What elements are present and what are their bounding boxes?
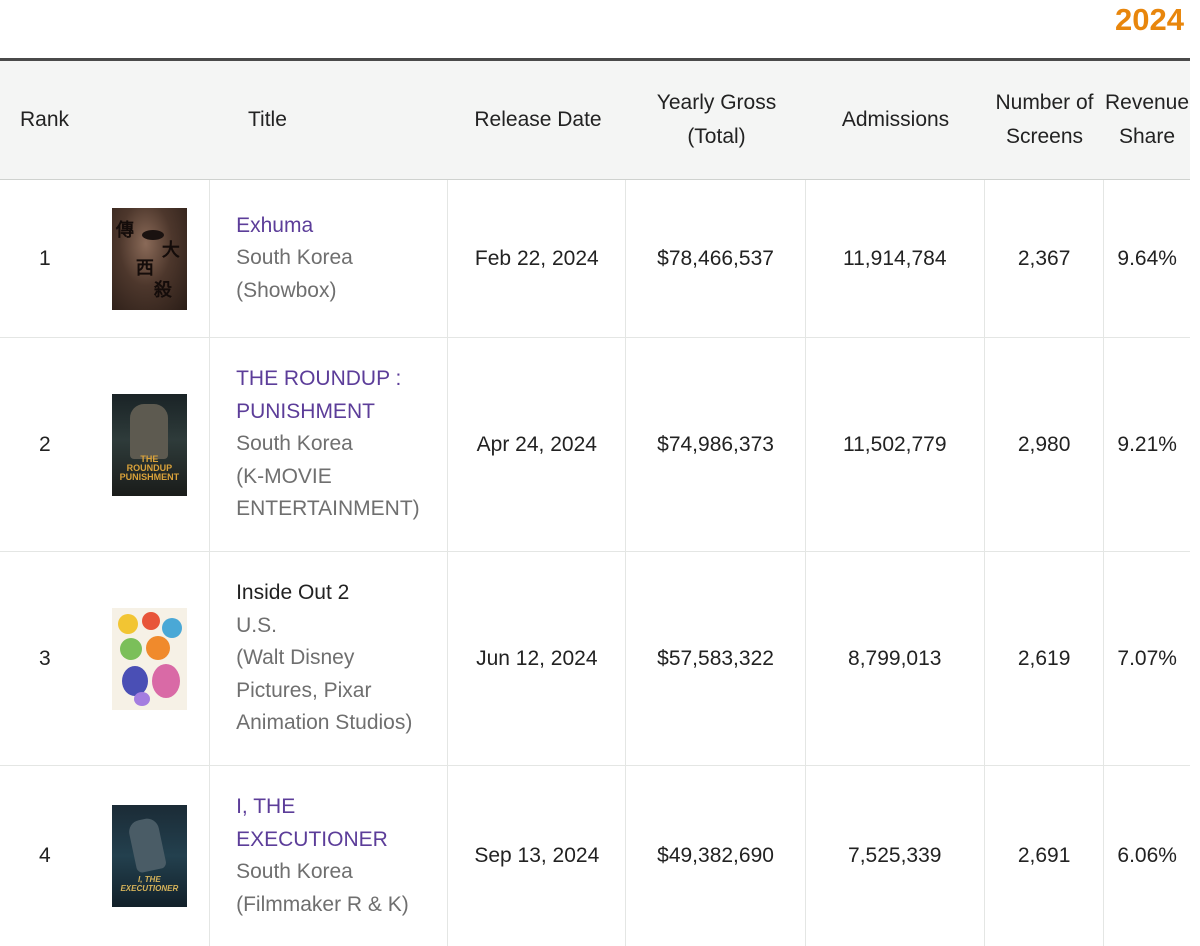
header-screens[interactable]: Number of Screens [995,91,1094,148]
movie-title[interactable]: Inside Out 2 [236,581,350,605]
poster-cell: I, THE EXECUTIONER [90,766,211,946]
title-cell: I, THE EXECUTIONER South Korea (Filmmake… [210,766,449,946]
figure-shape [129,403,168,459]
poster-the-roundup[interactable]: THE ROUNDUP PUNISHMENT [111,393,187,496]
gross-cell: $74,986,373 [626,338,806,551]
box-office-table: Rank Title Release Date Yearly Gross (To… [0,58,1190,946]
release-date-cell: Feb 22, 2024 [448,180,627,337]
table-row: 4 I, THE EXECUTIONER I, THE EXECUTIONER … [0,766,1190,946]
share-cell: 9.64% [1117,246,1177,270]
distributor-label: (Showbox) [236,278,337,302]
poster-glyph: 殺 [153,279,172,301]
rank-cell: 4 [38,844,51,867]
release-date-cell: Sep 13, 2024 [448,766,627,946]
poster-i-the-executioner[interactable]: I, THE EXECUTIONER [111,805,187,907]
country-label: U.S. [236,613,277,637]
share-cell: 9.21% [1117,432,1177,456]
release-date-cell: Apr 24, 2024 [448,338,627,551]
poster-glyph: 大 [161,239,180,261]
poster-shape [141,611,160,630]
poster-shape [161,617,182,638]
poster-shape [133,691,150,706]
screens-cell: 2,691 [985,766,1105,946]
year-heading: 2024 [1115,2,1184,37]
title-cell: Inside Out 2 U.S. (Walt Disney Pictures,… [210,552,449,765]
header-revenue-share[interactable]: Revenue Share [1104,91,1190,148]
rank-cell: 1 [38,246,51,270]
poster-shape [121,665,148,696]
table-row: 3 Inside Out 2 U.S. (Walt Disney Picture… [0,552,1190,766]
poster-inside-out-2[interactable] [111,607,187,710]
movie-title-link[interactable]: THE ROUNDUP : [236,367,402,391]
gross-cell: $57,583,322 [626,552,806,765]
distributor-label: ENTERTAINMENT) [236,497,420,521]
poster-glyph: 傳 [115,219,134,241]
release-date-cell: Jun 12, 2024 [448,552,627,765]
poster-shape [119,637,142,660]
poster-logo: I, THE EXECUTIONER [120,875,179,893]
eye-shape [141,229,164,240]
title-cell: Exhuma South Korea (Showbox) [210,180,449,337]
table-header: Rank Title Release Date Yearly Gross (To… [0,61,1190,180]
poster-shape [151,663,180,698]
movie-title-link[interactable]: Exhuma [236,213,314,237]
poster-exhuma[interactable]: 傳 大 西 殺 [111,207,187,310]
rank-cell: 2 [38,432,51,456]
poster-logo: THE ROUNDUP PUNISHMENT [119,453,180,482]
poster-cell: THE ROUNDUP PUNISHMENT [90,338,211,551]
distributor-label: Animation Studios) [236,711,413,735]
header-rank[interactable]: Rank [20,108,70,131]
header-title[interactable]: Title [248,108,287,131]
screens-cell: 2,980 [985,338,1105,551]
header-yearly-gross[interactable]: Yearly Gross (Total) [656,91,777,148]
distributor-label: (Walt Disney [236,646,355,670]
poster-shape [117,613,138,634]
figure-shape [126,816,167,874]
country-label: South Korea [236,860,353,883]
header-admissions[interactable]: Admissions [841,108,950,131]
movie-title-link[interactable]: PUNISHMENT [236,399,375,423]
header-poster [90,61,210,179]
movie-title-link[interactable]: EXECUTIONER [236,827,388,851]
table-row: 1 傳 大 西 殺 Exhuma South Korea (Showbox) F… [0,180,1190,338]
distributor-label: (Filmmaker R & K) [236,892,409,916]
distributor-label: (K-MOVIE [236,464,332,488]
poster-cell [90,552,211,765]
poster-cell: 傳 大 西 殺 [90,180,211,337]
screens-cell: 2,619 [985,552,1105,765]
header-release-date[interactable]: Release Date [474,108,602,131]
poster-glyph: 西 [135,257,154,279]
country-label: South Korea [236,246,353,270]
movie-title-link[interactable]: I, THE [236,795,296,818]
admissions-cell: 7,525,339 [806,766,985,946]
share-cell: 6.06% [1117,844,1177,867]
admissions-cell: 11,502,779 [806,338,985,551]
rank-cell: 3 [38,646,51,670]
gross-cell: $78,466,537 [626,180,806,337]
screens-cell: 2,367 [985,180,1105,337]
admissions-cell: 8,799,013 [806,552,985,765]
table-row: 2 THE ROUNDUP PUNISHMENT THE ROUNDUP : P… [0,338,1190,552]
admissions-cell: 11,914,784 [806,180,985,337]
poster-shape [145,635,170,660]
country-label: South Korea [236,432,353,456]
title-cell: THE ROUNDUP : PUNISHMENT South Korea (K-… [210,338,449,551]
share-cell: 7.07% [1117,646,1177,670]
gross-cell: $49,382,690 [626,766,806,946]
distributor-label: Pictures, Pixar [236,678,372,702]
